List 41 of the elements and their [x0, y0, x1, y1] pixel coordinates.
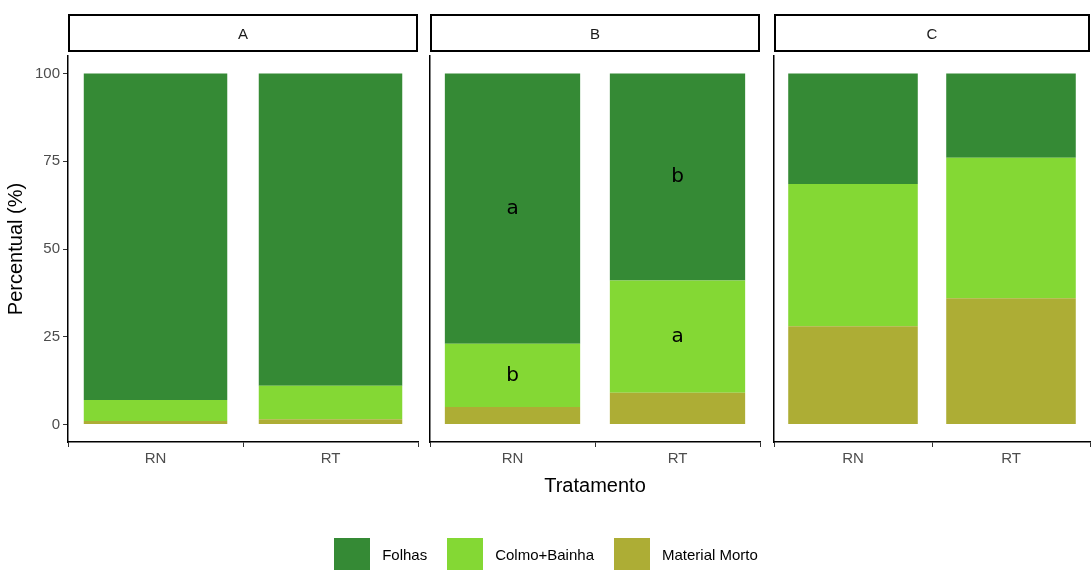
- y-axis-title: Percentual (%): [3, 182, 26, 316]
- x-tick-label: RT: [667, 449, 688, 467]
- x-axis-title: Tratamento: [544, 473, 646, 496]
- bar: [83, 399, 228, 421]
- y-tick-label: 100: [35, 63, 61, 81]
- bar: [788, 326, 918, 424]
- bar: [258, 419, 403, 424]
- bar: [444, 343, 581, 407]
- bar: [609, 280, 746, 393]
- chart-title: A: [68, 14, 418, 52]
- bar: [83, 73, 228, 400]
- bar: [609, 73, 746, 281]
- y-tick-label: 25: [43, 326, 61, 344]
- legend-label: Colmo+Bainha: [495, 545, 594, 563]
- bar: [946, 157, 1076, 299]
- x-tick-label: RT: [320, 449, 341, 467]
- legend-label: Material Morto: [661, 545, 758, 563]
- annotation: a: [671, 322, 684, 347]
- annotation: b: [671, 163, 684, 188]
- bar: [444, 406, 581, 424]
- y-tick-label: 50: [43, 239, 61, 257]
- bar: [946, 73, 1076, 158]
- legend-label: Folhas: [382, 545, 428, 563]
- bar: [258, 73, 403, 386]
- y-tick-label: 0: [51, 414, 61, 432]
- bar: [444, 73, 581, 344]
- annotation: a: [506, 194, 519, 219]
- x-tick-label: RN: [501, 449, 524, 467]
- bar: [258, 385, 403, 420]
- x-tick-label: RT: [1001, 449, 1021, 467]
- bar: [788, 73, 918, 185]
- bar: [609, 392, 746, 424]
- chart-title: B: [430, 14, 760, 52]
- annotation: b: [506, 361, 519, 386]
- x-tick-label: RN: [842, 449, 864, 467]
- bar: [946, 298, 1076, 424]
- bar: [83, 420, 228, 424]
- x-tick-label: RN: [144, 449, 167, 467]
- chart-title: C: [774, 14, 1090, 52]
- bar: [788, 184, 918, 327]
- y-tick-label: 75: [43, 151, 61, 169]
